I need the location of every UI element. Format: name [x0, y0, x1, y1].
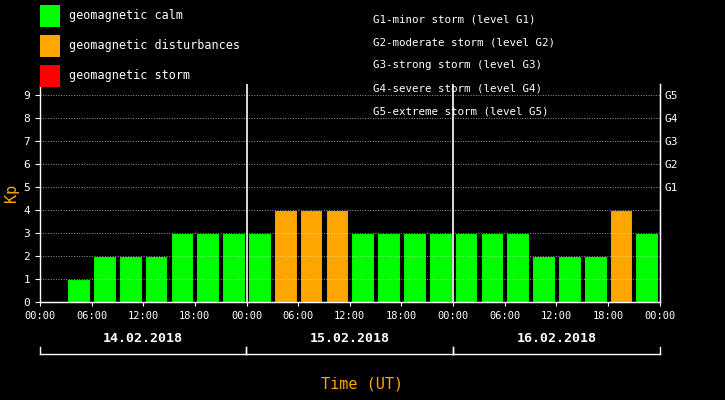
Bar	[610, 210, 632, 302]
Bar	[274, 210, 297, 302]
Text: geomagnetic disturbances: geomagnetic disturbances	[69, 40, 240, 52]
Bar	[67, 279, 90, 302]
Text: G5-extreme storm (level G5): G5-extreme storm (level G5)	[373, 107, 549, 117]
Bar	[558, 256, 581, 302]
Bar	[636, 233, 658, 302]
Bar	[299, 210, 323, 302]
Text: G3-strong storm (level G3): G3-strong storm (level G3)	[373, 60, 542, 70]
Bar	[326, 210, 348, 302]
Text: geomagnetic calm: geomagnetic calm	[69, 10, 183, 22]
Bar	[506, 233, 529, 302]
Text: Time (UT): Time (UT)	[321, 376, 404, 392]
Text: 16.02.2018: 16.02.2018	[516, 332, 597, 344]
Bar	[403, 233, 426, 302]
Y-axis label: Kp: Kp	[4, 184, 20, 202]
Text: G4-severe storm (level G4): G4-severe storm (level G4)	[373, 84, 542, 94]
Text: 14.02.2018: 14.02.2018	[103, 332, 183, 344]
Bar	[455, 233, 477, 302]
Bar	[377, 233, 400, 302]
Bar	[170, 233, 194, 302]
Bar	[223, 233, 245, 302]
Text: 15.02.2018: 15.02.2018	[310, 332, 390, 344]
Bar	[145, 256, 167, 302]
Bar	[119, 256, 141, 302]
Text: geomagnetic storm: geomagnetic storm	[69, 70, 190, 82]
Bar	[352, 233, 374, 302]
Bar	[532, 256, 555, 302]
Text: G2-moderate storm (level G2): G2-moderate storm (level G2)	[373, 37, 555, 47]
Text: G1-minor storm (level G1): G1-minor storm (level G1)	[373, 14, 536, 24]
Bar	[481, 233, 503, 302]
Bar	[429, 233, 452, 302]
Bar	[584, 256, 607, 302]
Bar	[93, 256, 116, 302]
Bar	[196, 233, 219, 302]
Bar	[248, 233, 270, 302]
